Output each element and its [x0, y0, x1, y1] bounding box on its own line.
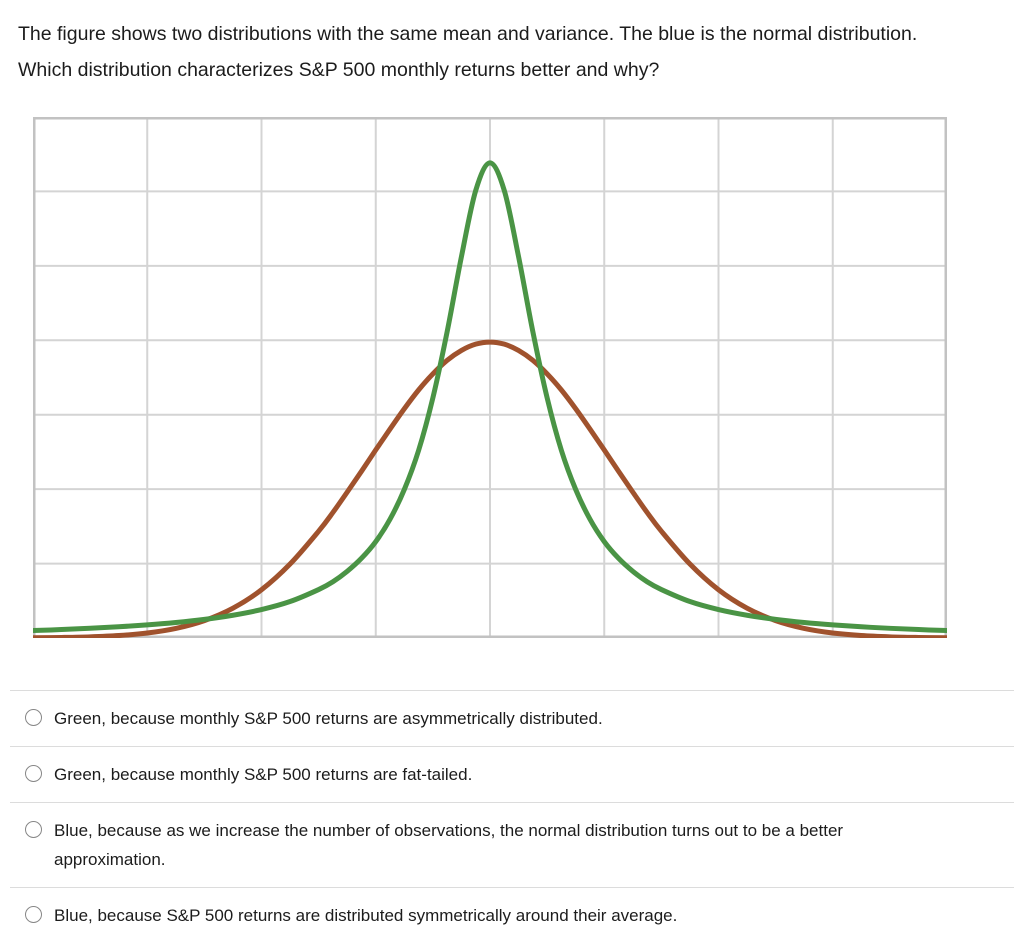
- question-text: The figure shows two distributions with …: [18, 23, 918, 81]
- answer-option[interactable]: Blue, because S&P 500 returns are distri…: [10, 887, 1014, 943]
- answer-option[interactable]: Green, because monthly S&P 500 returns a…: [10, 746, 1014, 802]
- answer-option[interactable]: Green, because monthly S&P 500 returns a…: [10, 690, 1014, 746]
- normal-distribution-curve: [33, 339, 947, 638]
- options-list: Green, because monthly S&P 500 returns a…: [10, 690, 1014, 943]
- fat-tailed-distribution-curve: [33, 160, 947, 634]
- answer-option-label: Blue, because S&P 500 returns are distri…: [54, 906, 678, 925]
- radio-button-icon[interactable]: [25, 906, 42, 923]
- answer-option-label: Blue, because as we increase the number …: [54, 821, 844, 869]
- radio-button-icon[interactable]: [25, 821, 42, 838]
- answer-option-label: Green, because monthly S&P 500 returns a…: [54, 765, 473, 784]
- radio-button-icon[interactable]: [25, 765, 42, 782]
- answer-option[interactable]: Blue, because as we increase the number …: [10, 802, 1014, 887]
- answer-option-label: Green, because monthly S&P 500 returns a…: [54, 709, 603, 728]
- chart-canvas: [33, 117, 947, 638]
- radio-button-icon[interactable]: [25, 709, 42, 726]
- distribution-chart: [33, 117, 947, 638]
